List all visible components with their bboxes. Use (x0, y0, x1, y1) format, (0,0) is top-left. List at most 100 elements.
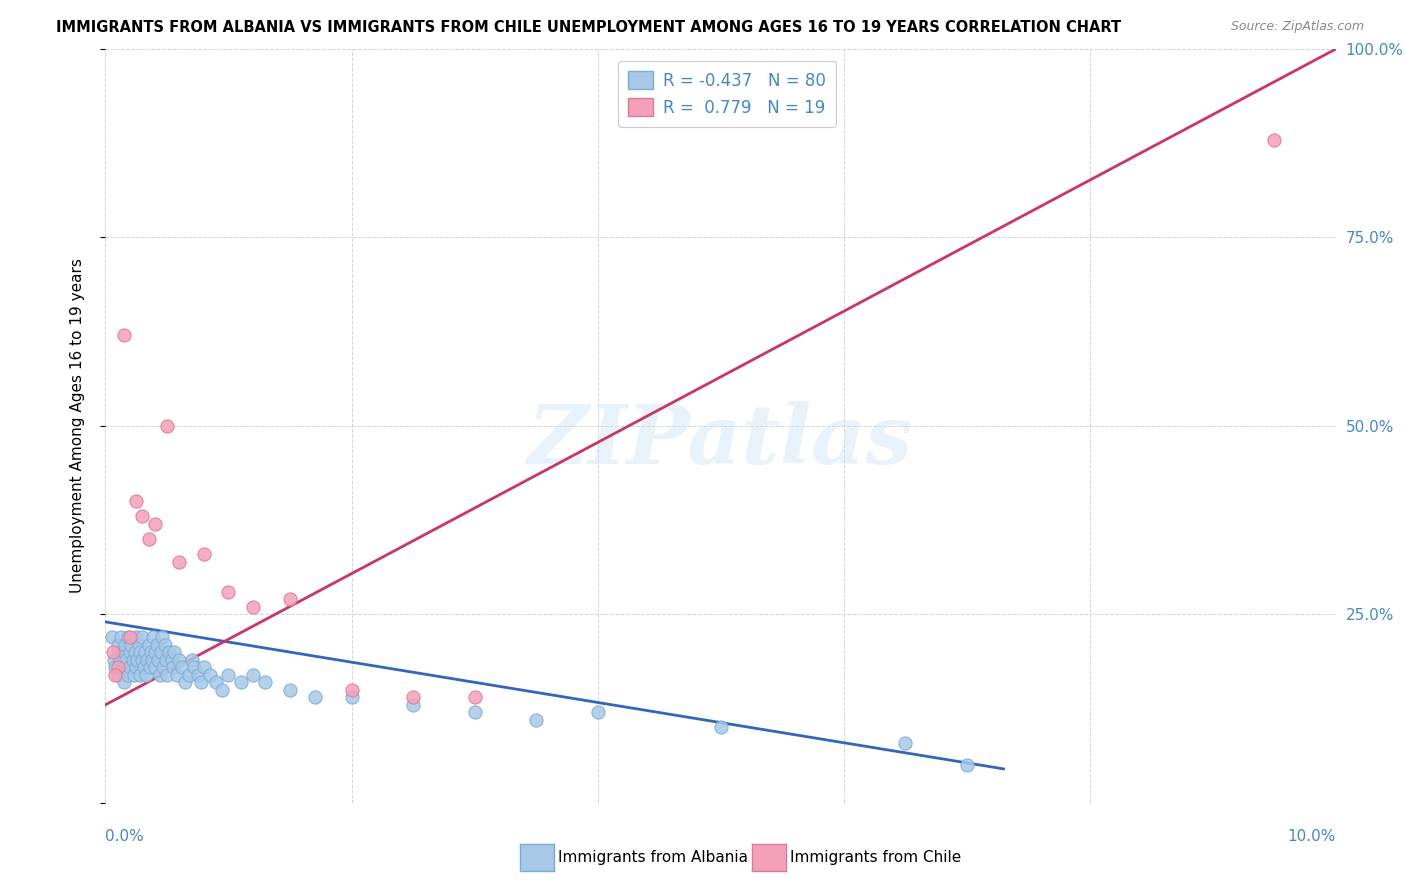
Point (193, 660, 215, 674)
Point (155, 652, 177, 666)
Point (190, 675, 212, 690)
Point (464, 706, 486, 720)
Point (120, 645, 141, 659)
Point (278, 592, 301, 607)
Legend: R = -0.437   N = 80, R =  0.779   N = 19: R = -0.437 N = 80, R = 0.779 N = 19 (619, 62, 837, 127)
Text: Source: ZipAtlas.com: Source: ZipAtlas.com (1230, 20, 1364, 33)
Point (101, 645, 124, 659)
Point (121, 652, 143, 666)
Point (174, 675, 197, 690)
Point (107, 638, 129, 652)
Point (100, 630, 122, 644)
Text: 10.0%: 10.0% (1288, 830, 1336, 844)
Point (136, 652, 159, 666)
Point (115, 652, 138, 666)
Point (218, 584, 240, 599)
Point (125, 660, 148, 674)
Point (169, 652, 191, 666)
Point (218, 667, 240, 681)
Point (107, 667, 129, 681)
Point (117, 667, 139, 681)
Point (125, 630, 148, 644)
Point (956, 758, 979, 772)
Point (104, 660, 127, 674)
Point (162, 660, 184, 674)
Point (120, 660, 141, 674)
Point (131, 652, 153, 666)
Point (120, 638, 142, 652)
Point (894, 735, 917, 749)
Point (340, 682, 363, 697)
Point (112, 328, 135, 343)
Point (143, 660, 166, 674)
Point (104, 667, 127, 681)
Point (111, 660, 134, 674)
Point (586, 706, 609, 720)
Point (524, 713, 547, 727)
Point (229, 675, 252, 690)
Point (108, 645, 131, 659)
Point (242, 599, 264, 614)
Point (205, 675, 228, 690)
Point (153, 638, 176, 652)
Point (179, 667, 201, 681)
Point (112, 645, 135, 659)
Point (1263, 132, 1285, 146)
Point (152, 660, 174, 674)
Text: ZIPatlas: ZIPatlas (527, 401, 914, 481)
Point (110, 652, 132, 666)
Point (128, 638, 150, 652)
Point (193, 547, 215, 561)
Point (149, 667, 172, 681)
Point (129, 667, 152, 681)
Point (138, 532, 160, 546)
Point (142, 630, 165, 644)
Point (143, 645, 166, 659)
Point (112, 675, 135, 690)
Point (180, 652, 202, 666)
Text: Immigrants from Albania: Immigrants from Albania (558, 850, 748, 864)
Point (710, 721, 733, 735)
Text: 0.0%: 0.0% (105, 830, 145, 844)
Point (132, 660, 155, 674)
Text: IMMIGRANTS FROM ALBANIA VS IMMIGRANTS FROM CHILE UNEMPLOYMENT AMONG AGES 16 TO 1: IMMIGRANTS FROM ALBANIA VS IMMIGRANTS FR… (56, 20, 1122, 35)
Point (138, 638, 160, 652)
Point (242, 667, 264, 681)
Point (149, 645, 172, 659)
Point (148, 652, 170, 666)
Point (340, 690, 363, 705)
Point (146, 638, 169, 652)
Point (124, 645, 146, 659)
Point (159, 645, 181, 659)
Point (278, 682, 301, 697)
Point (134, 645, 156, 659)
Point (127, 652, 149, 666)
Point (135, 667, 157, 681)
Point (402, 698, 425, 712)
Point (122, 667, 145, 681)
Point (150, 630, 173, 644)
Point (117, 630, 139, 644)
Point (156, 419, 179, 434)
Point (160, 652, 183, 666)
Point (141, 652, 163, 666)
Point (169, 555, 191, 569)
Point (166, 667, 188, 681)
Point (254, 675, 277, 690)
Point (114, 638, 136, 652)
Point (304, 690, 326, 705)
Point (103, 652, 125, 666)
Point (211, 682, 233, 697)
Y-axis label: Unemployment Among Ages 16 to 19 years: Unemployment Among Ages 16 to 19 years (70, 259, 84, 593)
Point (143, 516, 166, 531)
Point (131, 509, 153, 524)
Point (139, 660, 162, 674)
Point (110, 630, 132, 644)
Point (129, 645, 152, 659)
Point (120, 630, 141, 644)
Text: Immigrants from Chile: Immigrants from Chile (790, 850, 962, 864)
Point (183, 660, 205, 674)
Point (125, 494, 148, 508)
Point (131, 630, 153, 644)
Point (163, 645, 186, 659)
